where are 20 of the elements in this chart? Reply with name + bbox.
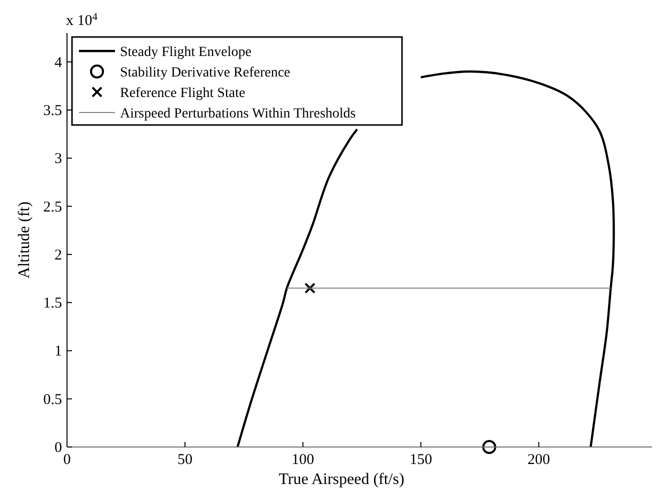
y-tick-label: 2.5	[43, 199, 62, 216]
y-tick-label: 2	[54, 247, 62, 264]
legend-label: Stability Derivative Reference	[120, 66, 290, 80]
y-tick-label: 0.5	[43, 392, 62, 408]
x-axis-title: True Airspeed (ft/s)	[278, 471, 404, 488]
y-tick-label: 1.5	[43, 296, 62, 312]
text: x 10$^{4}$	[66, 12, 98, 29]
legend-label: Reference Flight State	[120, 86, 246, 101]
y-tick-label: 3	[54, 151, 62, 168]
y-tick-label: 1	[54, 344, 62, 360]
x-tick-label: 200	[528, 452, 550, 468]
y-tick-label: 3.5	[43, 103, 62, 120]
x-tick-label: 100	[292, 452, 314, 468]
y-tick-label: 4	[54, 54, 62, 71]
x-tick-label: 50	[177, 452, 192, 468]
x-tick-label: 150	[410, 452, 432, 468]
y-tick-label: 0	[54, 440, 62, 456]
legend-label: Steady Flight Envelope	[120, 45, 252, 60]
y-axis-title: Altitude (ft)	[16, 202, 33, 278]
legend-label: Airspeed Perturbations Within Thresholds	[120, 106, 356, 122]
